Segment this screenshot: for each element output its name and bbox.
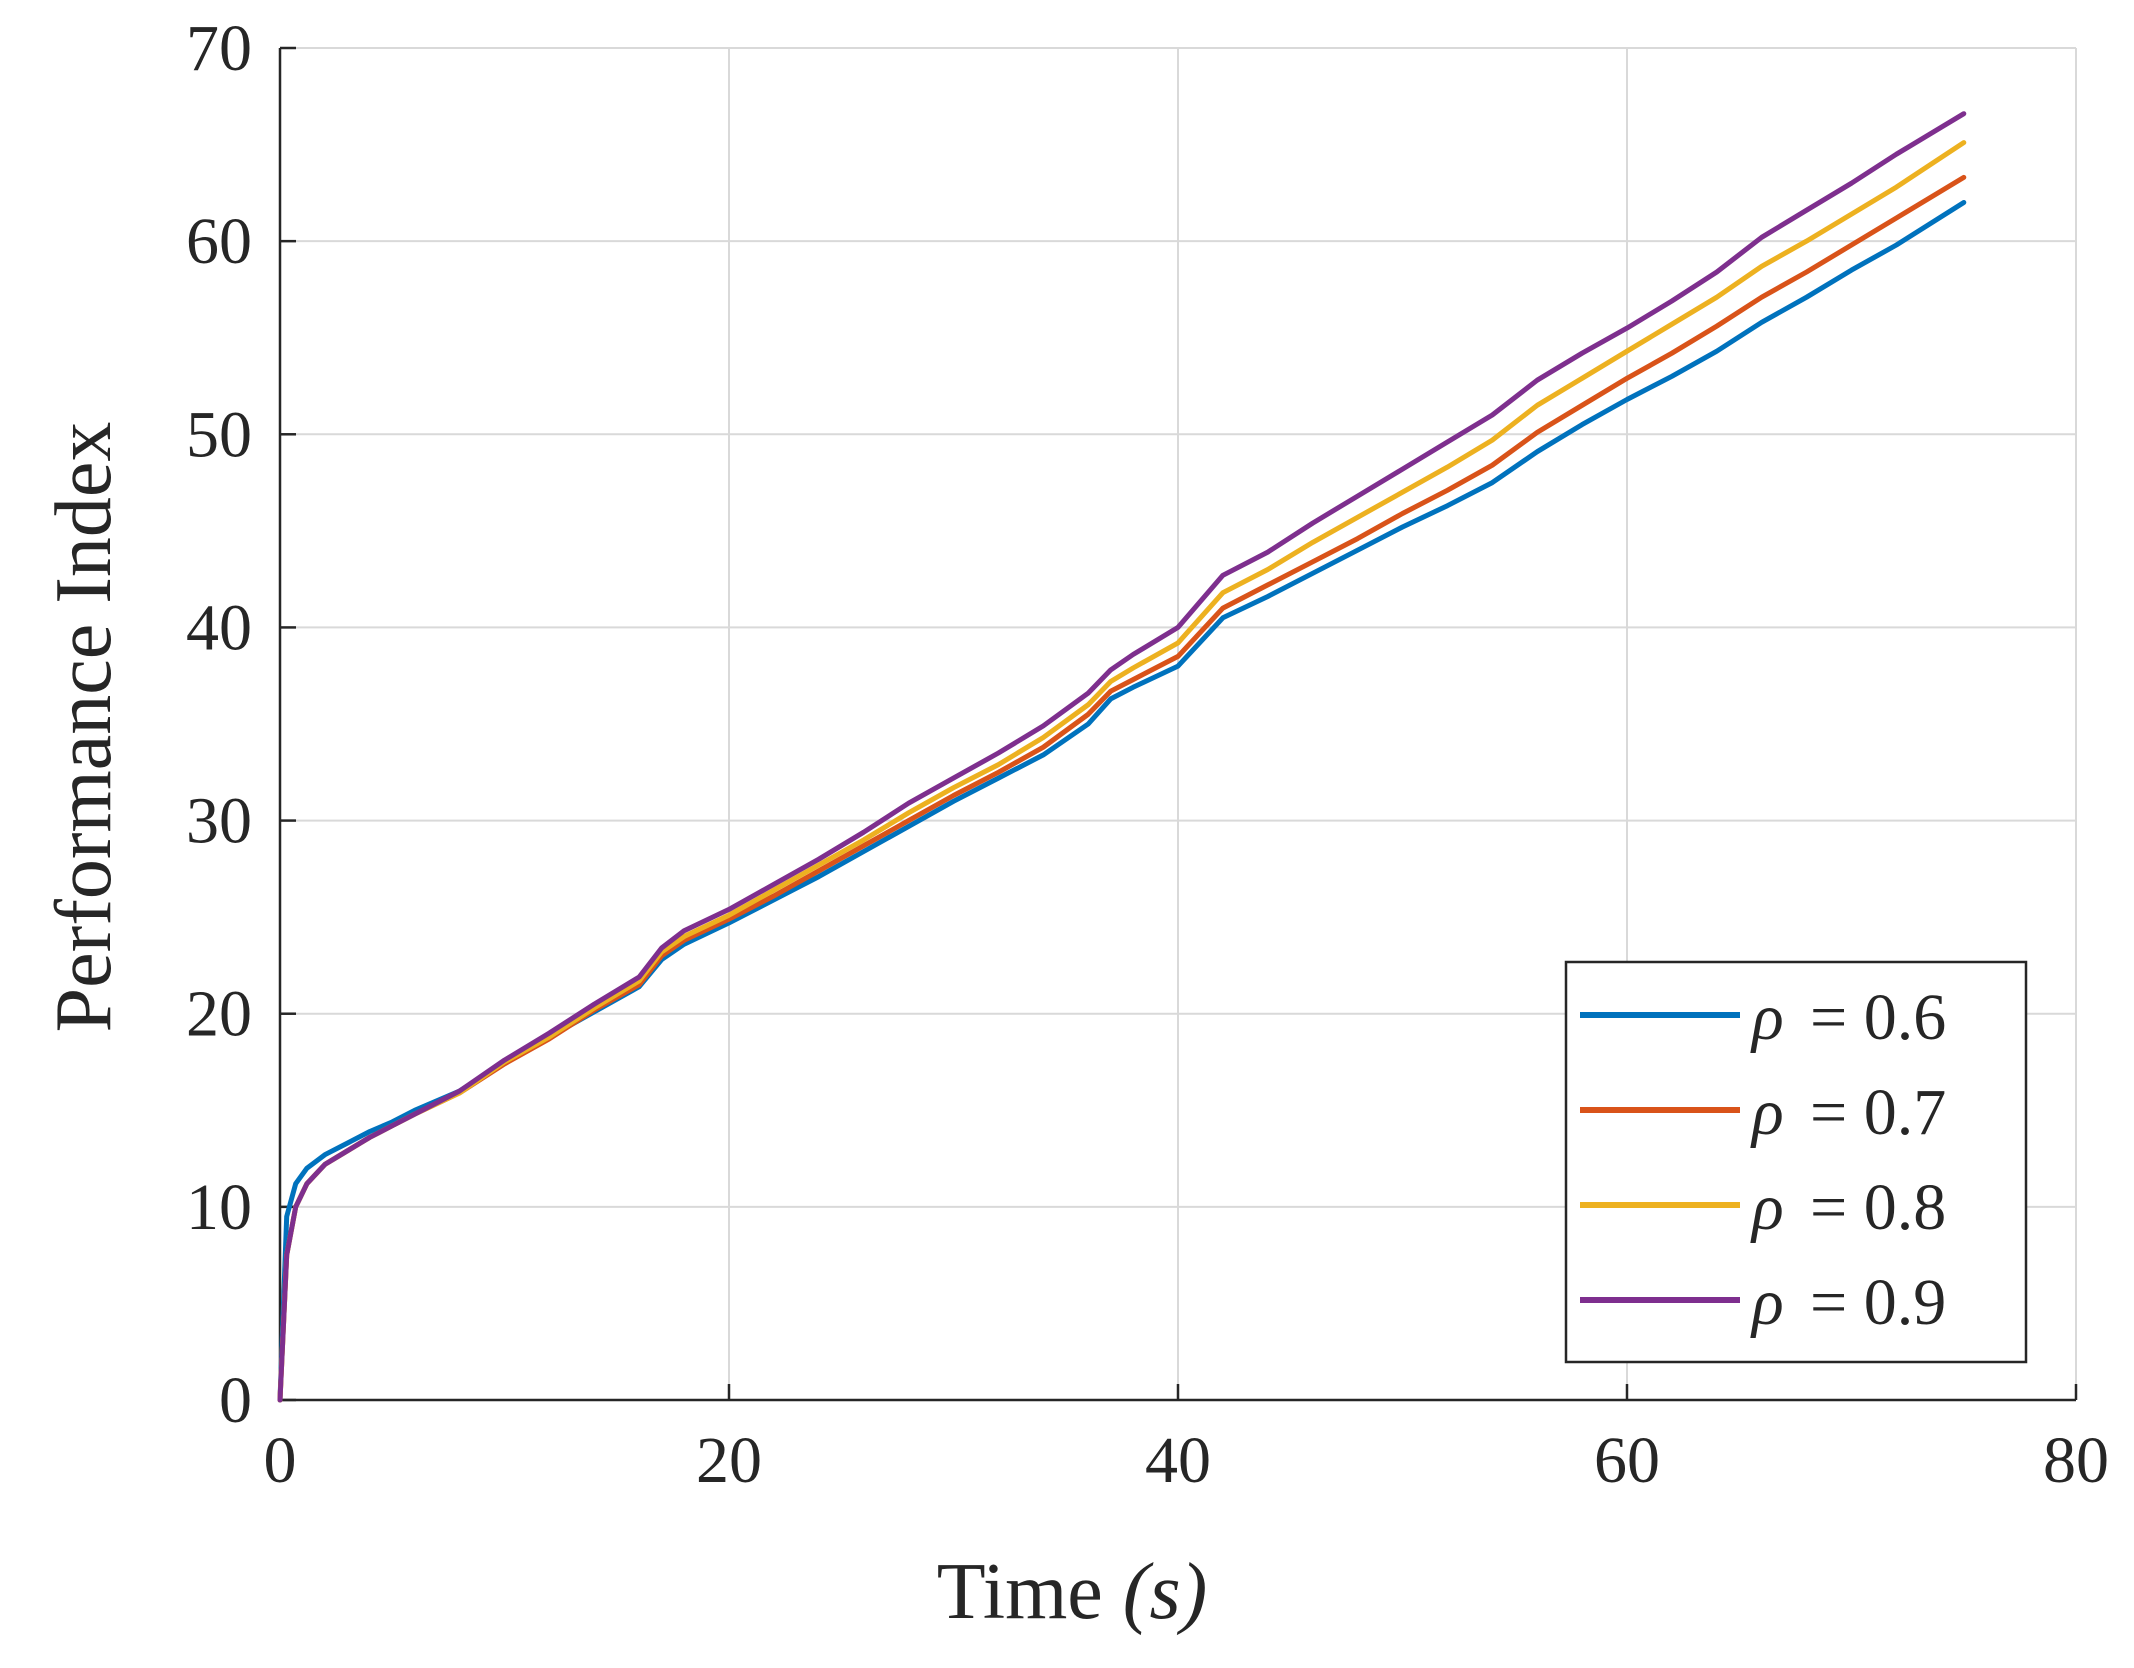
legend-label-value: = 0.6 (1810, 981, 1946, 1054)
y-tick-label: 30 (186, 785, 252, 858)
x-tick-label: 0 (264, 1424, 297, 1497)
x-tick-labels: 0 20 40 60 80 (264, 1424, 2110, 1497)
legend-label-value: = 0.8 (1810, 1171, 1946, 1244)
x-tick-label: 20 (696, 1424, 762, 1497)
axes (278, 46, 2078, 1402)
y-tick-label: 0 (219, 1364, 252, 1437)
legend-label-symbol: ρ (1750, 1171, 1784, 1244)
legend-label-value: = 0.9 (1810, 1266, 1946, 1339)
y-tick-label: 40 (186, 591, 252, 664)
y-tick-label: 20 (186, 978, 252, 1051)
series-line (277, 200, 1967, 1403)
legend-label-symbol: ρ (1750, 1076, 1784, 1149)
legend-label-value: = 0.7 (1810, 1076, 1946, 1149)
y-tick-label: 70 (186, 12, 252, 85)
series-lines (277, 111, 1967, 1403)
y-tick-label: 50 (186, 398, 252, 471)
legend-label-symbol: ρ (1750, 1266, 1784, 1339)
legend-box (1564, 960, 2028, 1364)
x-tick-label: 60 (1594, 1424, 1660, 1497)
y-tick-label: 60 (186, 205, 252, 278)
x-tick-label: 40 (1145, 1424, 1211, 1497)
legend-label-symbol: ρ (1750, 981, 1784, 1054)
x-tick-label: 80 (2043, 1424, 2109, 1497)
legend: ρ = 0.6 ρ = 0.7 ρ = 0.8 ρ = 0.9 (1564, 960, 2028, 1364)
y-tick-labels: 0 10 20 30 40 50 60 70 (186, 12, 252, 1437)
y-tick-label: 10 (186, 1171, 252, 1244)
y-axis-title: Performance Index (40, 422, 128, 1033)
series-line (277, 111, 1967, 1403)
x-axis-title: Time (s) (937, 1548, 1207, 1636)
